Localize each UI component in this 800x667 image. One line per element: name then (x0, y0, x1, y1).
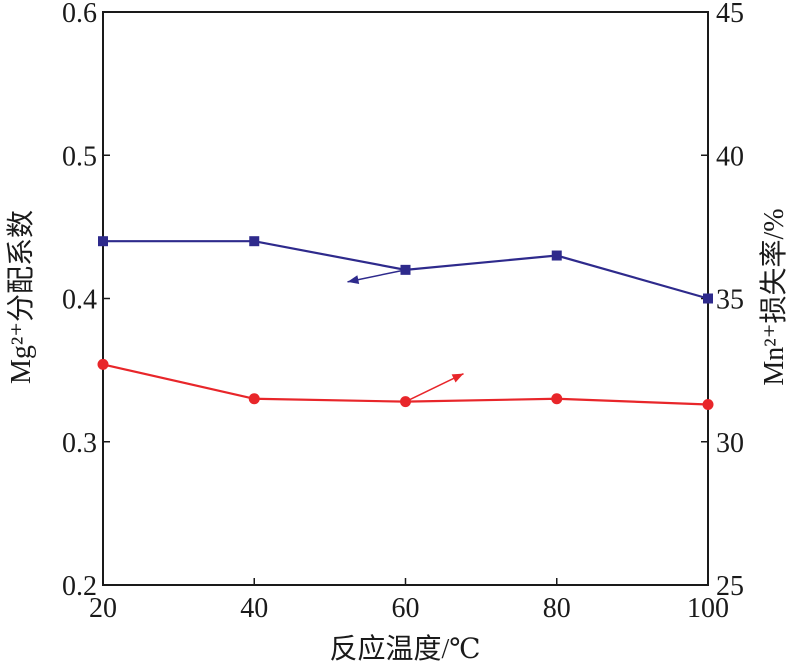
data-point-circle (248, 393, 260, 405)
data-point-square (98, 236, 108, 247)
right-tick-label: 25 (716, 571, 744, 602)
x-tick-label: 80 (543, 593, 571, 624)
series-left-axis (98, 236, 713, 304)
x-tick-label: 100 (687, 593, 729, 624)
right-tick-label: 40 (716, 141, 744, 172)
data-point-square (249, 236, 260, 247)
left-tick-label: 0.2 (62, 571, 97, 602)
data-point-circle (97, 358, 109, 370)
x-tick-label: 40 (240, 593, 268, 624)
x-axis-ticks: 20 40 60 80 100 (89, 578, 729, 624)
left-axis-ticks: 0.2 0.3 0.4 0.5 0.6 (62, 0, 110, 602)
plot-frame (102, 11, 709, 586)
series-right-axis (97, 358, 714, 411)
x-axis-label: 反应温度/℃ (329, 633, 480, 665)
left-tick-label: 0.5 (62, 141, 97, 172)
data-point-circle (551, 393, 563, 405)
right-y-axis-label: Mn²⁺损失率/% (758, 208, 790, 385)
left-tick-label: 0.3 (62, 428, 97, 459)
data-point-square (703, 293, 713, 304)
arrow-head (347, 275, 360, 285)
x-tick-label: 20 (89, 593, 117, 624)
data-point-square (551, 250, 562, 261)
right-axis-ticks: 25 30 35 40 45 (701, 0, 744, 602)
left-tick-label: 0.4 (62, 285, 97, 316)
left-y-axis-label: Mg²⁺分配系数 (5, 210, 37, 384)
left-tick-label: 0.6 (62, 0, 97, 29)
plot-border (102, 11, 709, 586)
x-tick-label: 60 (392, 593, 420, 624)
data-point-circle (702, 399, 714, 411)
arrow-head (451, 373, 464, 383)
series-layer (97, 236, 714, 411)
right-tick-label: 35 (716, 285, 744, 316)
right-tick-label: 45 (716, 0, 744, 29)
right-tick-label: 30 (716, 428, 744, 459)
